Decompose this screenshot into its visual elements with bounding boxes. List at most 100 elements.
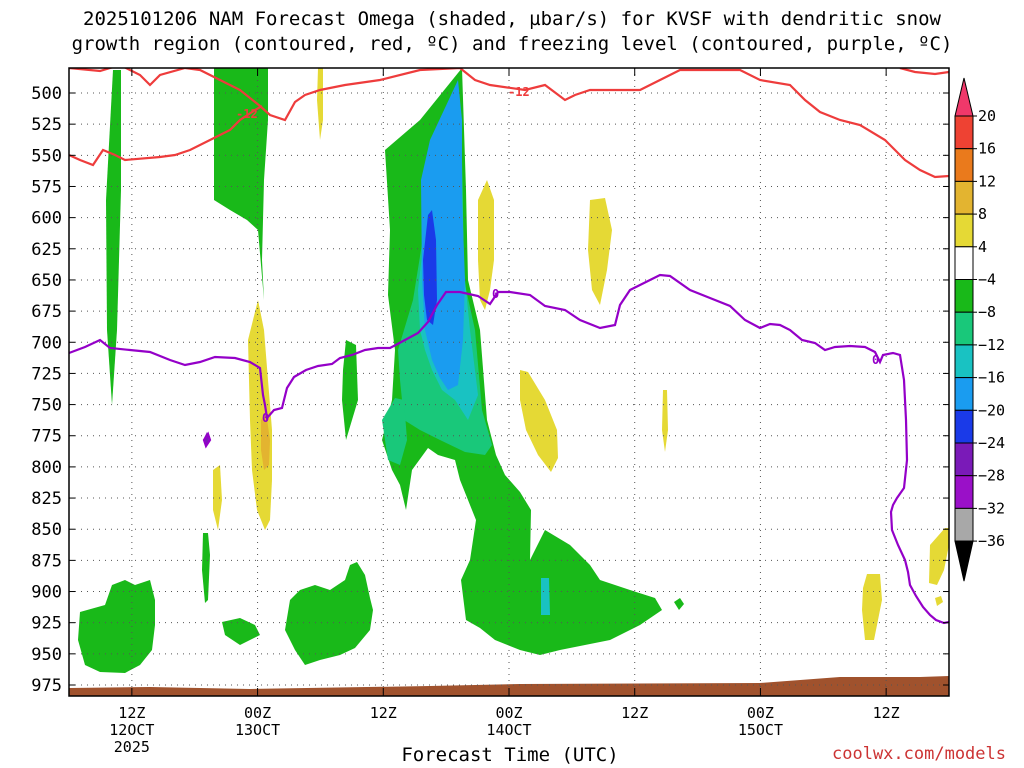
omega-region — [285, 562, 373, 665]
omega-region — [214, 68, 268, 300]
colorbar-swatch — [954, 475, 974, 509]
colorbar-label: 8 — [978, 205, 987, 223]
colorbar-swatch — [954, 344, 974, 379]
omega-region — [213, 465, 222, 530]
colorbar-swatch — [954, 377, 974, 411]
colorbar-label: −28 — [978, 467, 1005, 485]
y-tick-label: 950 — [31, 645, 62, 665]
x-tick-label: 00Z — [244, 704, 271, 722]
y-tick-label: 875 — [31, 551, 62, 571]
colorbar-label: −32 — [978, 499, 1005, 517]
y-tick-label: 500 — [31, 84, 62, 104]
omega-region — [317, 68, 323, 140]
omega-region — [78, 580, 155, 673]
x-tick-label: 2025 — [114, 738, 150, 756]
omega-region — [248, 300, 272, 530]
colorbar-label: −36 — [978, 532, 1005, 550]
omega-region — [520, 370, 558, 472]
y-tick-label: 675 — [31, 302, 62, 322]
y-tick-label: 725 — [31, 364, 62, 384]
y-tick-label: 900 — [31, 583, 62, 603]
y-tick-label: 975 — [31, 676, 62, 696]
omega-region — [342, 340, 358, 440]
y-tick-label: 825 — [31, 489, 62, 509]
x-tick-label: 00Z — [495, 704, 522, 722]
colorbar-swatch — [954, 246, 974, 281]
x-tick-label: 12Z — [873, 704, 900, 722]
x-tick-label: 14OCT — [486, 721, 531, 739]
omega-region — [929, 528, 949, 585]
omega-region — [106, 70, 121, 405]
colorbar-swatch — [954, 311, 974, 346]
credit-text: coolwx.com/models — [832, 744, 1006, 764]
dgz-label: -12 — [508, 85, 530, 99]
colorbar-label: 12 — [978, 172, 996, 190]
colorbar-triangle-bottom — [954, 540, 974, 582]
colorbar-label: 16 — [978, 140, 996, 158]
x-tick-label: 12Z — [370, 704, 397, 722]
x-tick-label: 00Z — [747, 704, 774, 722]
x-tick-label: 13OCT — [235, 721, 280, 739]
colorbar-triangle-top — [954, 77, 974, 117]
colorbar-label: −20 — [978, 401, 1005, 419]
colorbar-label: 20 — [978, 107, 996, 125]
omega-region — [935, 596, 943, 606]
y-tick-label: 750 — [31, 396, 62, 416]
y-tick-label: 575 — [31, 177, 62, 197]
freezing-label: 0 — [492, 287, 499, 301]
omega-region — [222, 618, 260, 645]
chart-title-line-2: growth region (contoured, red, ºC) and f… — [71, 33, 953, 55]
colorbar-swatch — [954, 213, 974, 248]
freezing-level-contour — [69, 273, 949, 625]
y-tick-label: 600 — [31, 209, 62, 229]
colorbar-swatch — [954, 507, 974, 542]
y-tick-label: 775 — [31, 427, 62, 447]
y-axis: 500 525 550 575 600 625 650 675 700 725 750 775 800 8… — [31, 84, 949, 696]
colorbar-swatch — [954, 442, 974, 477]
x-tick-label: 12Z — [118, 704, 145, 722]
omega-region — [674, 598, 684, 610]
freezing-level-contour-small — [202, 431, 212, 449]
colorbar-label: −16 — [978, 369, 1005, 387]
freezing-label: 0 — [262, 411, 269, 425]
omega-region — [261, 412, 270, 470]
chart-title-line-1: 2025101206 NAM Forecast Omega (shaded, µ… — [83, 8, 941, 30]
colorbar: 20 16 12 8 4 −4 −8 −12 −16 −20 −24 −28 −32 −36 — [954, 77, 1005, 582]
dgz-contour-top — [899, 68, 949, 76]
omega-region — [588, 198, 612, 305]
omega-region — [862, 574, 882, 640]
colorbar-label: −24 — [978, 434, 1005, 452]
colorbar-swatch — [954, 279, 974, 313]
y-tick-label: 850 — [31, 520, 62, 540]
colorbar-swatch — [954, 115, 974, 150]
colorbar-label: 4 — [978, 238, 987, 256]
omega-region — [541, 578, 550, 615]
y-tick-label: 525 — [31, 115, 62, 135]
omega-region — [423, 210, 437, 325]
y-tick-label: 700 — [31, 333, 62, 353]
x-tick-label: 15OCT — [738, 721, 783, 739]
y-tick-label: 925 — [31, 614, 62, 634]
dgz-label: -12 — [236, 107, 258, 121]
omega-shading — [78, 68, 949, 673]
y-tick-label: 550 — [31, 146, 62, 166]
y-tick-label: 650 — [31, 271, 62, 291]
colorbar-swatch — [954, 148, 974, 182]
dgz-contour-lower — [69, 105, 263, 167]
colorbar-label: −12 — [978, 336, 1005, 354]
x-axis-title: Forecast Time (UTC) — [401, 744, 619, 766]
dgz-contour-upper — [69, 68, 949, 179]
y-tick-label: 800 — [31, 458, 62, 478]
colorbar-swatch — [954, 180, 974, 215]
omega-region — [478, 180, 494, 310]
x-tick-label: 12Z — [621, 704, 648, 722]
omega-region — [382, 398, 407, 465]
omega-region — [202, 533, 210, 603]
colorbar-label: −4 — [978, 271, 996, 289]
y-tick-label: 625 — [31, 240, 62, 260]
omega-region — [662, 390, 668, 452]
colorbar-label: −8 — [978, 303, 996, 321]
colorbar-swatch — [954, 409, 974, 444]
